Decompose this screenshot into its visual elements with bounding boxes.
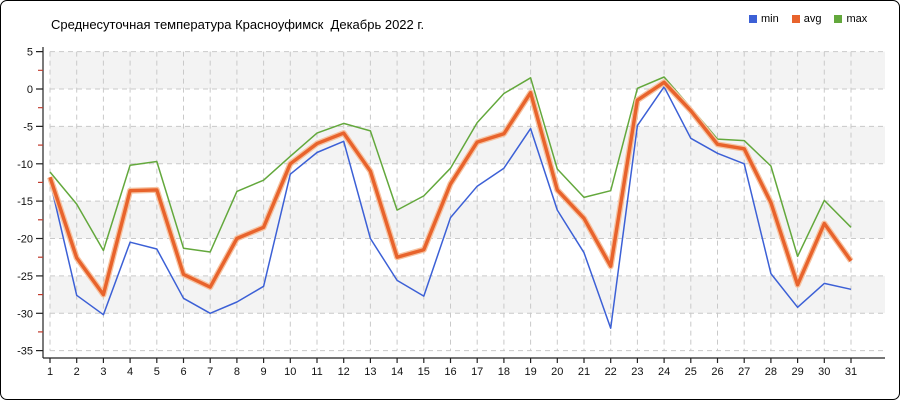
y-tick-label: -10	[17, 159, 33, 171]
x-tick-label: 8	[234, 366, 240, 378]
y-tick-label: 0	[27, 84, 33, 96]
chart-title: Среднесуточная температура Красноуфимск …	[51, 17, 425, 32]
x-tick-label: 13	[364, 366, 376, 378]
plot-band	[50, 51, 885, 89]
x-tick-label: 28	[765, 366, 777, 378]
plot-band	[50, 275, 885, 314]
x-tick-label: 5	[154, 366, 160, 378]
plot-band	[50, 313, 885, 351]
series-min-line	[49, 86, 852, 329]
legend-label-avg: avg	[803, 13, 822, 25]
legend-swatch-avg	[791, 15, 800, 23]
legend-label-max: max	[846, 13, 868, 25]
x-tick-label: 11	[311, 366, 322, 378]
x-tick-label: 20	[551, 366, 563, 378]
x-tick-label: 29	[791, 366, 803, 378]
y-axis-ticks: 5 0 -5 -10 -15 -20 -25 -30 -35	[17, 47, 43, 358]
x-tick-label: 24	[658, 366, 670, 378]
legend-item-min: min	[749, 13, 779, 25]
x-tick-label: 19	[524, 366, 536, 378]
y-tick-label: -30	[17, 308, 33, 320]
x-tick-label: 30	[818, 366, 830, 378]
x-tick-label: 26	[711, 366, 723, 378]
x-tick-label: 2	[74, 366, 80, 378]
x-tick-label: 15	[418, 366, 430, 378]
x-tick-label: 17	[471, 366, 483, 378]
x-tick-label: 10	[284, 366, 296, 378]
series-max-line	[49, 76, 852, 258]
y-tick-label: -15	[17, 196, 33, 208]
x-tick-label: 3	[100, 366, 106, 378]
y-tick-label: -25	[17, 271, 33, 283]
legend-swatch-min	[749, 15, 757, 23]
y-tick-label: -35	[17, 346, 33, 358]
y-tick-label: -20	[17, 234, 33, 246]
x-tick-label: 23	[631, 366, 643, 378]
series-avg-line	[48, 80, 853, 297]
x-tick-label: 1	[47, 366, 53, 378]
x-tick-label: 22	[605, 366, 617, 378]
y-tick-label: -5	[23, 121, 33, 133]
x-tick-label: 7	[207, 366, 213, 378]
legend-label-min: min	[761, 13, 779, 25]
x-tick-label: 14	[391, 366, 403, 378]
x-tick-label: 21	[578, 366, 590, 378]
x-axis-ticks: 1 2 3 4 5 6 7 8 9 10 11 12 13 14 15 16 17 18 19 20 21 22 23 24 2…	[47, 358, 857, 378]
x-tick-label: 31	[845, 366, 857, 378]
plot-band	[50, 201, 885, 239]
x-tick-label: 4	[127, 366, 133, 378]
x-tick-label: 25	[685, 366, 697, 378]
plot-band	[50, 89, 885, 127]
plot-band	[50, 238, 885, 276]
x-tick-label: 18	[498, 366, 510, 378]
x-tick-label: 27	[738, 366, 750, 378]
legend: min avg max	[749, 13, 867, 25]
y-tick-label: 5	[27, 47, 33, 59]
x-tick-label: 12	[338, 366, 350, 378]
legend-swatch-max	[834, 15, 843, 23]
legend-item-avg: avg	[791, 13, 822, 25]
x-tick-label: 16	[444, 366, 456, 378]
x-tick-label: 9	[261, 366, 267, 378]
legend-item-max: max	[834, 13, 867, 25]
x-tick-label: 6	[180, 366, 186, 378]
